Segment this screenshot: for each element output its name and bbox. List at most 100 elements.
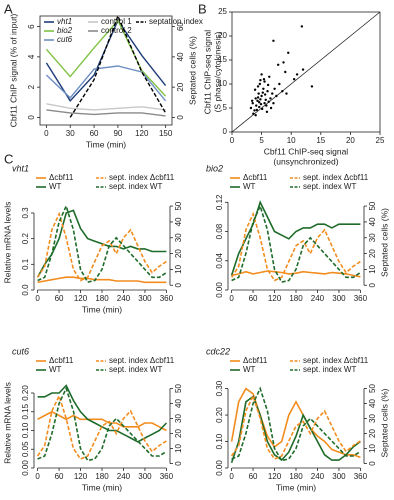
series-line bbox=[45, 65, 167, 102]
axis-label: Time (min) bbox=[86, 139, 126, 149]
scatter-point bbox=[259, 102, 263, 106]
scatter-point bbox=[276, 63, 280, 66]
y-tick-label: 0.00 bbox=[215, 282, 224, 298]
x-tick-label: 120 bbox=[74, 294, 88, 303]
scatter-point bbox=[254, 114, 257, 117]
x-tick-label: 300 bbox=[332, 294, 346, 303]
y2-tick-label: 20 bbox=[176, 82, 185, 91]
legend-label: vht1 bbox=[57, 17, 72, 26]
y-tick-label: 0.0 bbox=[21, 284, 30, 296]
y-tick-label: 6 bbox=[27, 24, 36, 29]
legend-label: Δcbf11 bbox=[49, 356, 74, 365]
x-tick-label: 360 bbox=[160, 294, 174, 303]
y-tick-label: 0.00 bbox=[21, 460, 30, 476]
y2-tick-label: 10 bbox=[174, 444, 183, 453]
y2-tick-label: 40 bbox=[368, 217, 377, 226]
series-line bbox=[37, 276, 167, 284]
plot-frame bbox=[39, 15, 173, 126]
axis-label: (unsynchronized) bbox=[273, 156, 338, 166]
scatter-point bbox=[269, 106, 273, 110]
y2-tick-label: 0 bbox=[368, 461, 377, 466]
scatter-point bbox=[253, 88, 257, 91]
y2-tick-label: 20 bbox=[368, 429, 377, 438]
y2-tick-label: 0 bbox=[174, 461, 183, 466]
x-tick-label: 60 bbox=[249, 294, 258, 303]
y2-tick-label: 50 bbox=[368, 384, 377, 393]
y-tick-label: 0.20 bbox=[21, 385, 30, 401]
y2-tick-label: 20 bbox=[174, 429, 183, 438]
x-tick-label: 240 bbox=[311, 472, 325, 481]
y2-tick-label: 20 bbox=[174, 249, 183, 258]
x-tick-label: 60 bbox=[55, 294, 64, 303]
scatter-point bbox=[262, 87, 265, 91]
legend-label: WT bbox=[243, 365, 256, 374]
x-tick-label: 0 bbox=[35, 294, 40, 303]
axis-label: Relative mRNA levels bbox=[2, 202, 12, 284]
y-tick-label: 0.15 bbox=[21, 403, 30, 419]
x-tick-label: 150 bbox=[159, 129, 173, 138]
scatter-point bbox=[266, 83, 270, 87]
scatter-point bbox=[255, 104, 258, 107]
x-tick-label: 30 bbox=[66, 129, 75, 138]
x-tick-label: 180 bbox=[95, 294, 109, 303]
y2-tick-label: 10 bbox=[368, 444, 377, 453]
scatter-point bbox=[272, 102, 275, 105]
x-tick-label: 360 bbox=[354, 294, 368, 303]
legend-label: sept. index Δcbf11 bbox=[303, 356, 369, 365]
legend-label: sept. index Δcbf11 bbox=[109, 356, 175, 365]
y-tick-label: 0.1 bbox=[21, 258, 30, 270]
scatter-point bbox=[256, 96, 260, 99]
scatter-point bbox=[249, 106, 253, 110]
x-tick-label: 60 bbox=[90, 129, 99, 138]
axis-label: Cbf11 ChIP-seq signal bbox=[202, 30, 212, 115]
scatter-point bbox=[258, 105, 261, 109]
y-tick-label: 0.10 bbox=[21, 422, 30, 438]
axis-label: Relative mRNA levels bbox=[2, 382, 12, 464]
x-tick-label: 240 bbox=[117, 472, 131, 481]
scatter-point bbox=[272, 39, 275, 42]
x-tick-label: 120 bbox=[268, 472, 282, 481]
scatter-point bbox=[271, 92, 274, 95]
scatter-point bbox=[251, 102, 254, 105]
y2-tick-label: 60 bbox=[176, 22, 185, 31]
scatter-point bbox=[282, 61, 285, 64]
x-tick-label: 0 bbox=[230, 136, 235, 145]
scatter-point bbox=[273, 87, 276, 91]
legend-label: septation index bbox=[149, 17, 203, 26]
x-tick-label: 0 bbox=[229, 294, 234, 303]
y-tick-label: 0.04 bbox=[215, 252, 224, 268]
y2-tick-label: 40 bbox=[174, 399, 183, 408]
x-tick-label: 180 bbox=[289, 472, 303, 481]
legend-label: bio2 bbox=[57, 26, 73, 35]
x-tick-label: 0 bbox=[229, 472, 234, 481]
axis-label: Septated cells (%) bbox=[379, 208, 389, 277]
scatter-point bbox=[266, 90, 269, 93]
legend-label: control 2 bbox=[101, 26, 132, 35]
scatter-point bbox=[263, 93, 267, 96]
scatter-point bbox=[281, 90, 284, 93]
axis-label: Septated cells (%) bbox=[187, 36, 197, 105]
scatter-point bbox=[301, 68, 305, 71]
legend-label: sept. index WT bbox=[109, 365, 162, 374]
y-tick-label: 2 bbox=[27, 84, 36, 89]
identity-line bbox=[231, 11, 381, 133]
series-line bbox=[37, 203, 167, 284]
x-tick-label: 120 bbox=[74, 472, 88, 481]
series-line bbox=[69, 14, 167, 118]
scatter-point bbox=[310, 85, 314, 88]
y2-tick-label: 30 bbox=[174, 414, 183, 423]
x-tick-label: 15 bbox=[316, 136, 325, 145]
y2-tick-label: 20 bbox=[368, 249, 377, 258]
y2-tick-label: 40 bbox=[368, 399, 377, 408]
scatter-point bbox=[278, 82, 281, 86]
scatter-point bbox=[255, 108, 259, 112]
axis-label: Time (min) bbox=[82, 482, 122, 492]
series-line bbox=[231, 386, 361, 462]
y-tick-label: 0.12 bbox=[215, 194, 224, 210]
legend-label: WT bbox=[243, 182, 256, 191]
axis-label: Time (min) bbox=[82, 304, 122, 314]
scatter-point bbox=[260, 94, 263, 98]
legend-label: sept. index WT bbox=[109, 182, 162, 191]
scatter-point bbox=[257, 92, 260, 95]
